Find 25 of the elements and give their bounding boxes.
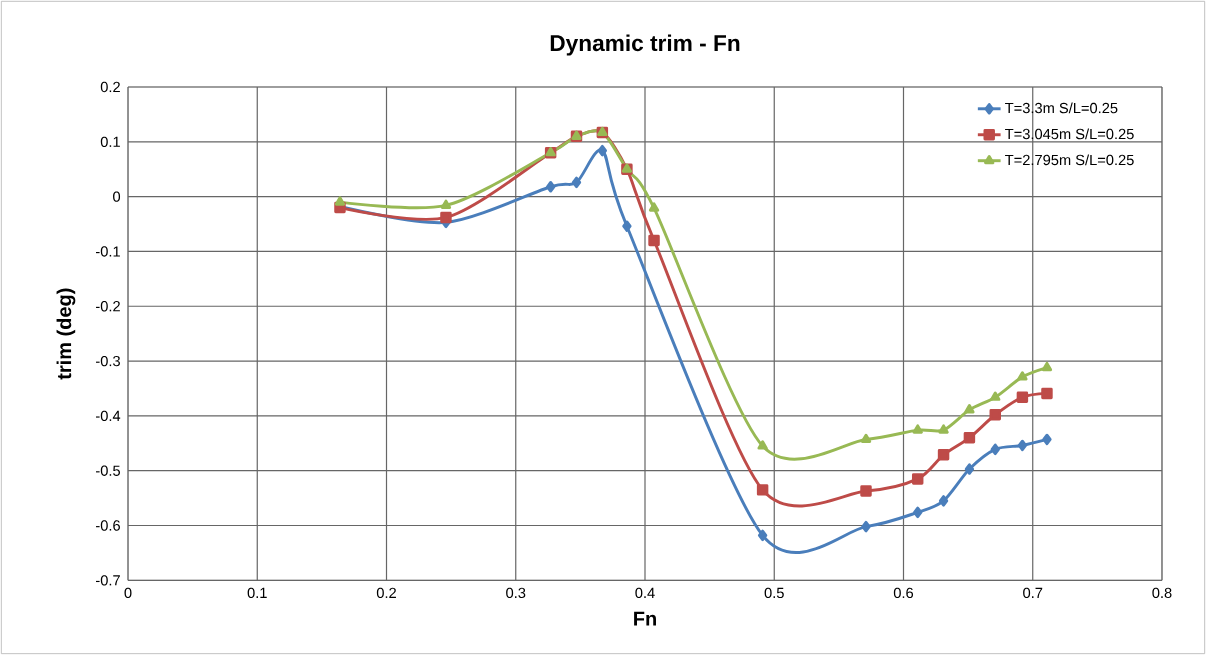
y-axis-title: trim (deg) — [56, 288, 76, 380]
x-tick-label: 0.2 — [376, 587, 396, 599]
x-tick-label: 0.8 — [1152, 587, 1172, 599]
y-tick-label: -0.2 — [96, 301, 120, 312]
x-tick-label: 0.6 — [893, 587, 914, 599]
chart-title: Dynamic trim - Fn — [550, 34, 740, 56]
x-tick-label: 0 — [124, 587, 132, 599]
y-tick-label: -0.1 — [96, 246, 120, 257]
y-tick-label: -0.6 — [96, 520, 120, 531]
legend-label: T=3.045m S/L=0.25 — [1005, 128, 1134, 140]
y-tick-label: -0.7 — [96, 575, 120, 586]
legend-label: T=2.795m S/L=0.25 — [1005, 154, 1134, 166]
y-tick-label: 0.2 — [100, 81, 120, 93]
y-tick-label: 0 — [113, 191, 121, 202]
y-tick-label: 0.1 — [100, 136, 120, 147]
x-tick-label: 0.1 — [247, 587, 267, 599]
x-tick-label: 0.4 — [635, 587, 655, 599]
x-axis-title: Fn — [634, 611, 656, 626]
x-tick-label: 0.5 — [764, 587, 784, 599]
y-tick-label: -0.3 — [96, 355, 120, 367]
y-tick-label: -0.5 — [96, 465, 120, 476]
x-tick-label: 0.7 — [1023, 587, 1043, 599]
y-tick-label: -0.4 — [96, 410, 121, 422]
legend-label: T=3.3m S/L=0.25 — [1005, 102, 1118, 114]
x-tick-label: 0.3 — [506, 587, 526, 599]
